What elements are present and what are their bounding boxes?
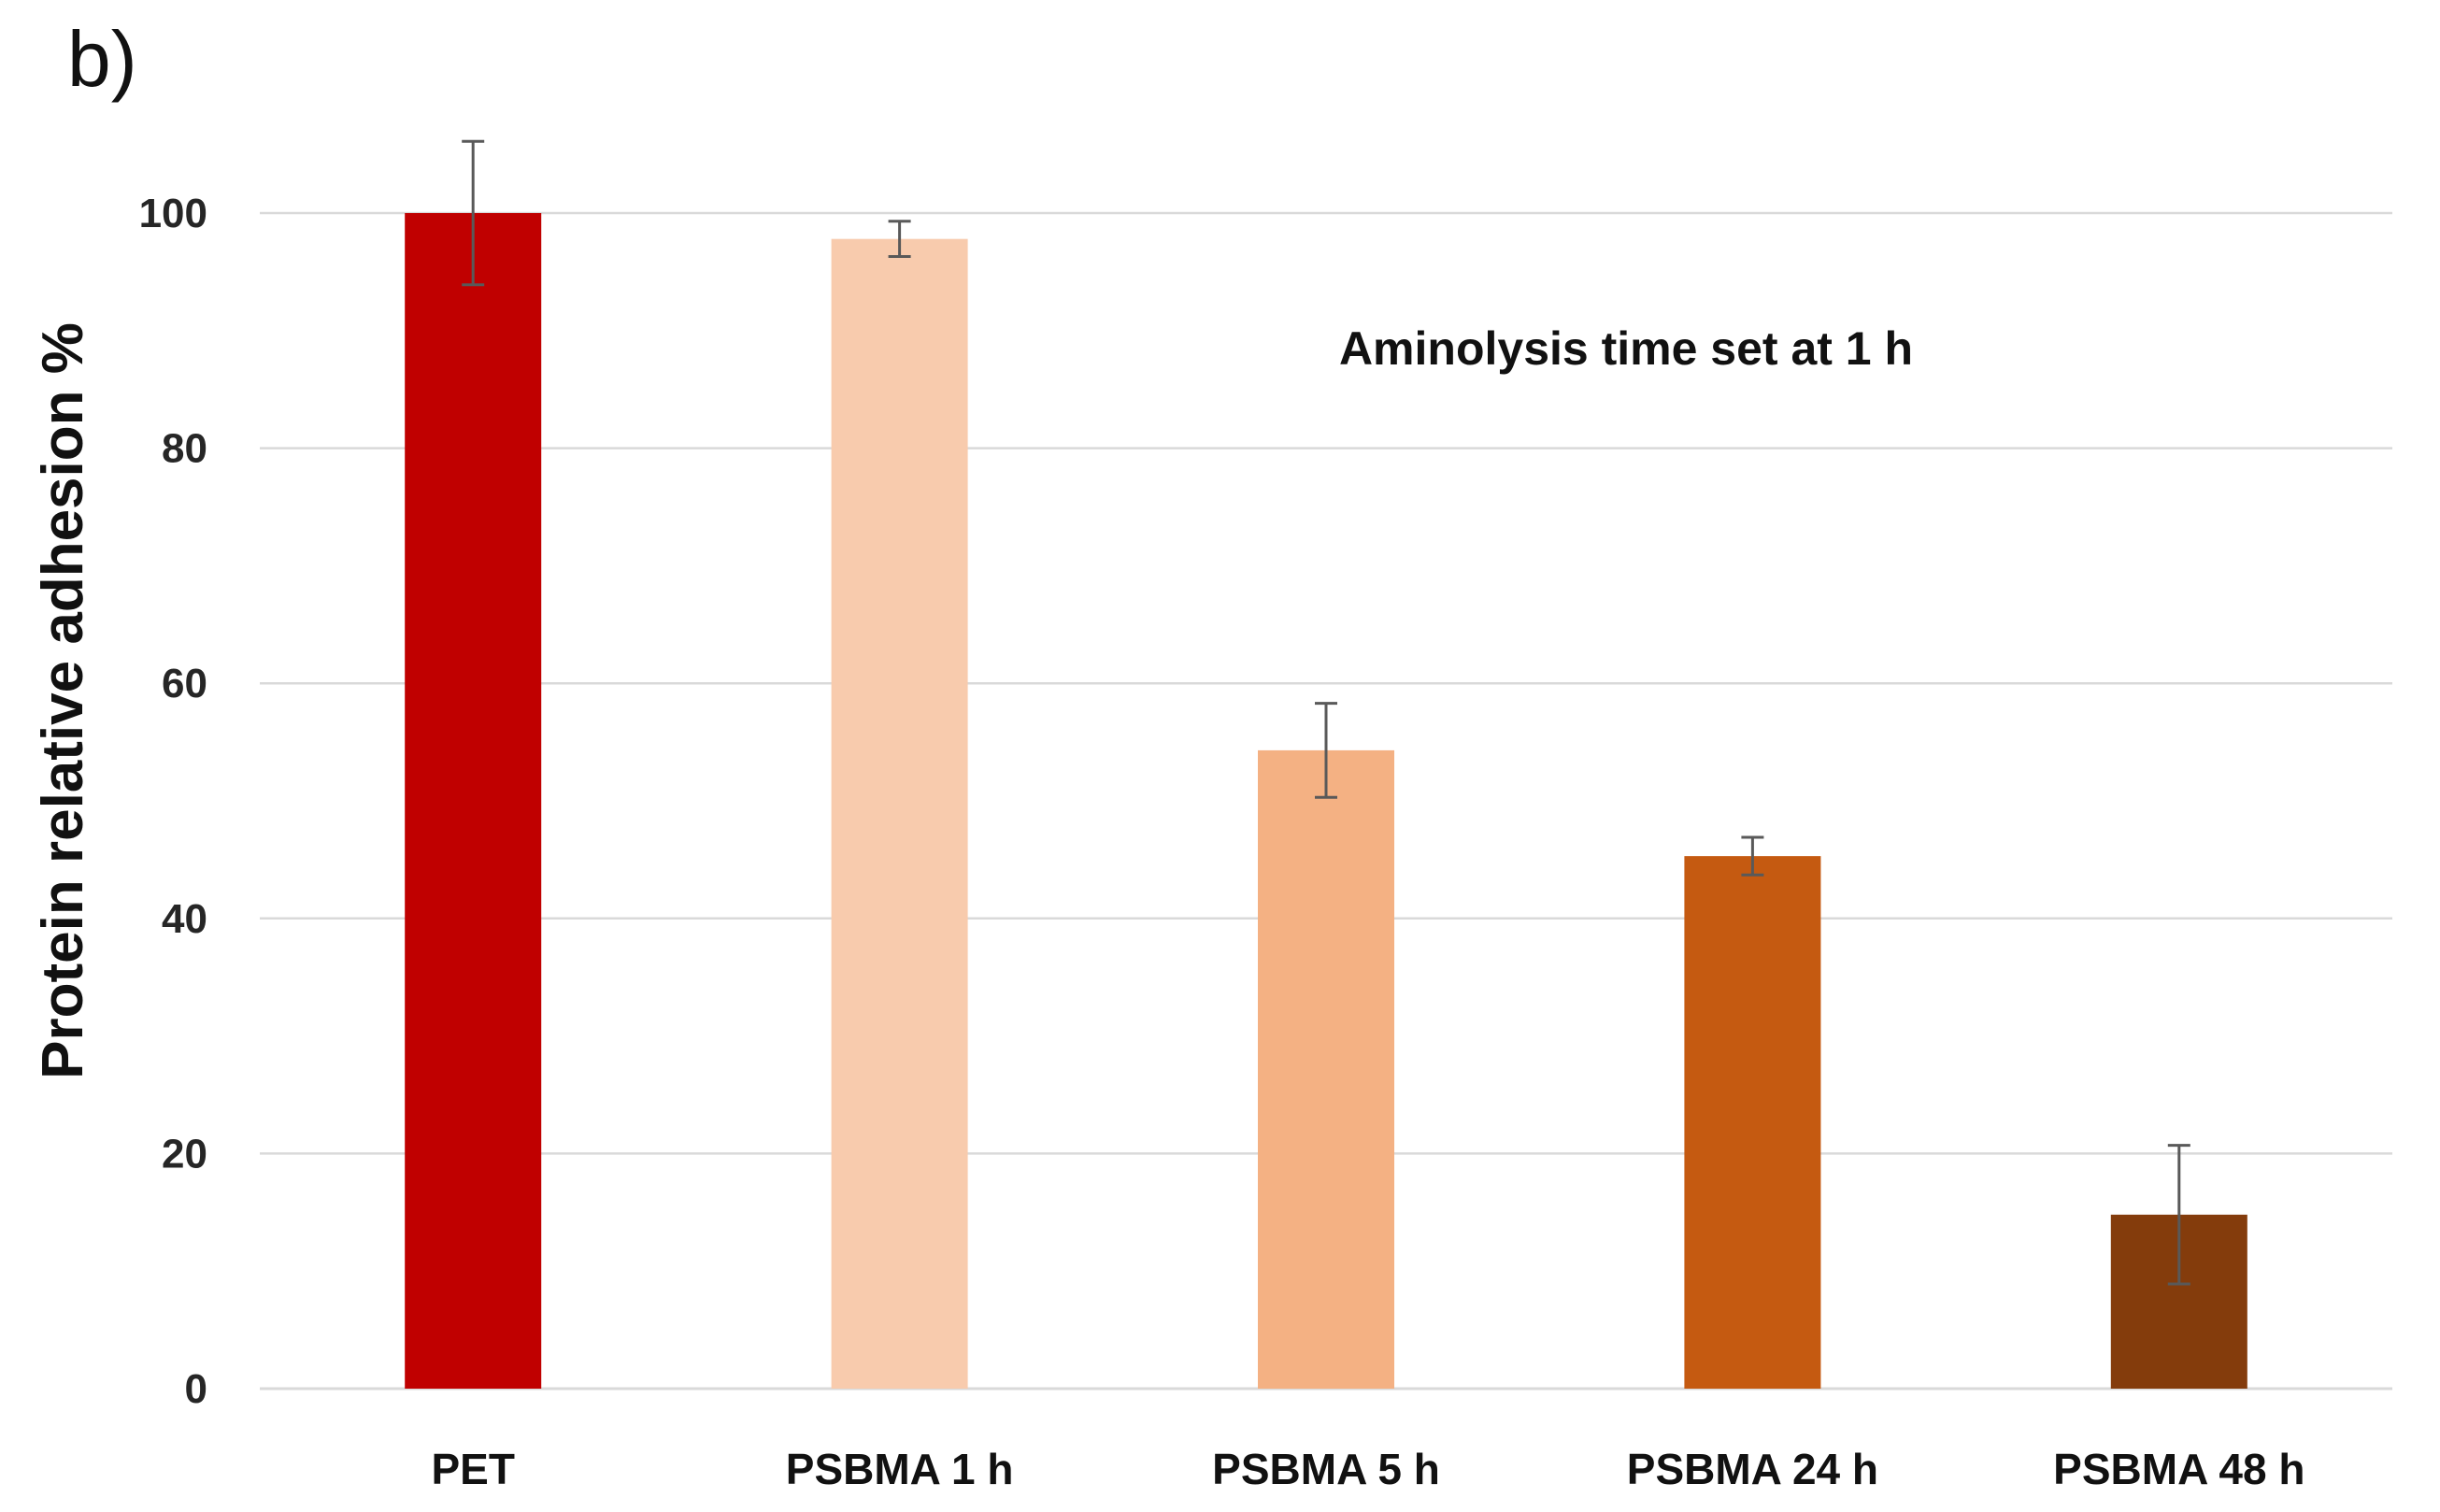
y-tick-label: 100 xyxy=(139,191,207,236)
error-bar-psbma-5-h xyxy=(1315,702,1337,799)
bar-psbma-5-h xyxy=(1258,749,1394,1389)
y-tick-label: 20 xyxy=(162,1131,207,1177)
panel-label: b) xyxy=(67,15,137,103)
x-category-label: PSBMA 1 h xyxy=(786,1445,1014,1493)
x-axis-categories: PET PSBMA 1 h PSBMA 5 h PSBMA 24 h PSBMA 48 … xyxy=(431,1445,2304,1493)
error-bar-psbma-48-h xyxy=(2167,1144,2190,1286)
y-tick-label: 40 xyxy=(162,896,207,942)
chart-annotation: Aminolysis time set at 1 h xyxy=(1339,322,1913,375)
x-category-label: PSBMA 24 h xyxy=(1627,1445,1878,1493)
y-axis-ticks: 0 20 40 60 80 100 xyxy=(139,191,207,1412)
y-tick-label: 0 xyxy=(185,1366,207,1412)
x-category-label: PSBMA 48 h xyxy=(2053,1445,2304,1493)
x-category-label: PET xyxy=(431,1445,514,1493)
bar-psbma-24-h xyxy=(1684,856,1821,1389)
bar-pet xyxy=(405,213,542,1389)
y-axis-label: Protein relative adhesion % xyxy=(31,322,95,1079)
x-category-label: PSBMA 5 h xyxy=(1212,1445,1440,1493)
error-bars xyxy=(462,139,2190,1286)
y-tick-label: 80 xyxy=(162,426,207,472)
bar-psbma-1-h xyxy=(831,238,968,1389)
error-bar-psbma-24-h xyxy=(1741,835,1764,877)
bars xyxy=(405,213,2247,1389)
y-tick-label: 60 xyxy=(162,661,207,706)
error-bar-pet xyxy=(462,139,485,287)
error-bar-psbma-1-h xyxy=(888,220,911,259)
